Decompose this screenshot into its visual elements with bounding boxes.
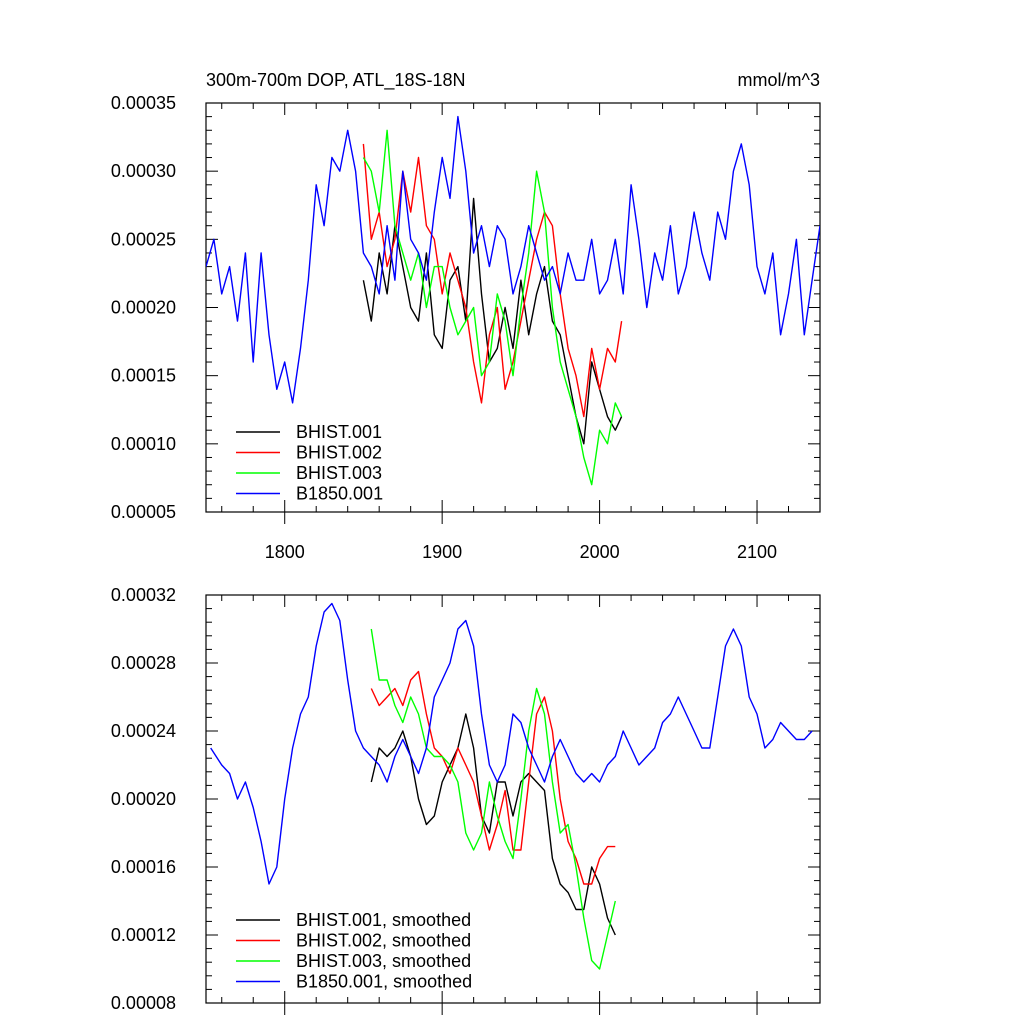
y-tick-label: 0.00005 (111, 502, 176, 522)
series-line-bhist-003-smoothed (370, 628, 616, 970)
legend-label: BHIST.003, smoothed (296, 951, 471, 971)
series-line-bhist-003 (362, 129, 623, 486)
y-tick-label: 0.00030 (111, 161, 176, 181)
chart-title: 300m-700m DOP, ATL_18S-18N (206, 70, 465, 91)
legend-label: BHIST.002 (296, 443, 382, 463)
y-tick-label: 0.00025 (111, 229, 176, 249)
legend-label: B1850.001, smoothed (296, 972, 472, 992)
series-line-bhist-001-smoothed (370, 713, 616, 936)
chart-units: mmol/m^3 (738, 70, 820, 90)
series-line-bhist-002-smoothed (370, 670, 616, 885)
x-tick-label: 1800 (265, 542, 305, 562)
y-tick-label: 0.00015 (111, 366, 176, 386)
legend-label: B1850.001 (296, 484, 383, 504)
y-tick-label: 0.00012 (111, 925, 176, 945)
bottom-panel: 0.00008 0.00012 0.00016 0.00020 0.00024 0.000… (111, 585, 821, 1015)
y-tick-label: 0.00032 (111, 585, 176, 605)
legend-label: BHIST.003 (296, 463, 382, 483)
x-tick-label: 1900 (422, 542, 462, 562)
series-line-bhist-001 (362, 197, 623, 445)
y-tick-label: 0.00010 (111, 434, 176, 454)
y-tick-label: 0.00028 (111, 653, 176, 673)
series-line-b1850-001-smoothed (210, 602, 813, 885)
y-tick-label: 0.00020 (111, 789, 176, 809)
x-tick-label: 2000 (580, 542, 620, 562)
series-line-b1850-001 (206, 115, 820, 404)
y-tick-label: 0.00024 (111, 721, 176, 741)
y-tick-label: 0.00016 (111, 857, 176, 877)
legend-label: BHIST.001 (296, 422, 382, 442)
legend-label: BHIST.002, smoothed (296, 931, 471, 951)
y-tick-label: 0.00008 (111, 993, 176, 1013)
x-tick-label: 2100 (737, 542, 777, 562)
series-line-bhist-002 (362, 143, 623, 418)
y-tick-label: 0.00020 (111, 298, 176, 318)
y-tick-label: 0.00035 (111, 93, 176, 113)
top-panel: 1800 1900 2000 2100 0.00005 0.00010 0.00015 0.0… (111, 70, 821, 562)
legend-label: BHIST.001, smoothed (296, 910, 471, 930)
